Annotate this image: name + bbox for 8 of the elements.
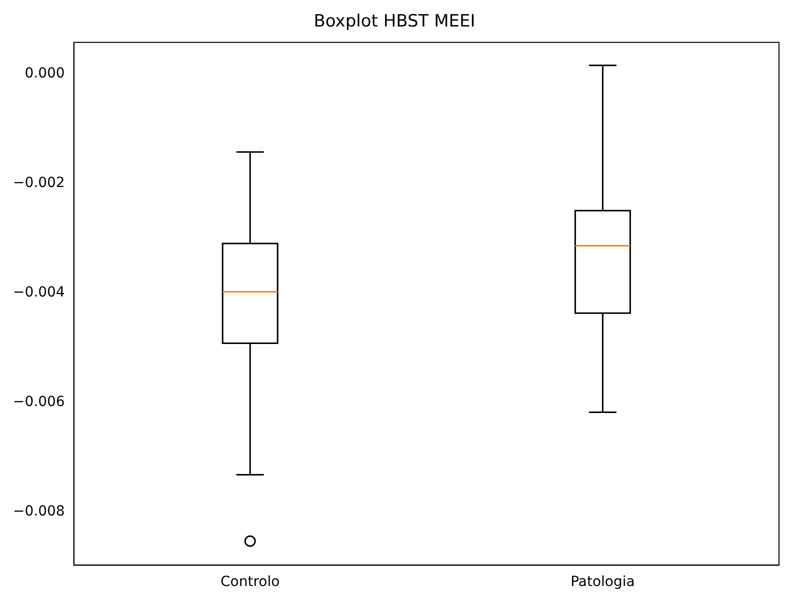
- x-tick-label: Controlo: [220, 574, 280, 590]
- x-tick-label: Patologia: [570, 574, 635, 590]
- y-tick-label: −0.006: [12, 394, 65, 410]
- chart-title: Boxplot HBST MEEI: [314, 12, 476, 32]
- y-tick-label: 0.000: [24, 65, 65, 82]
- y-tick-label: −0.004: [12, 284, 65, 300]
- y-tick-label: −0.008: [12, 504, 65, 520]
- y-tick-label: −0.002: [12, 174, 65, 191]
